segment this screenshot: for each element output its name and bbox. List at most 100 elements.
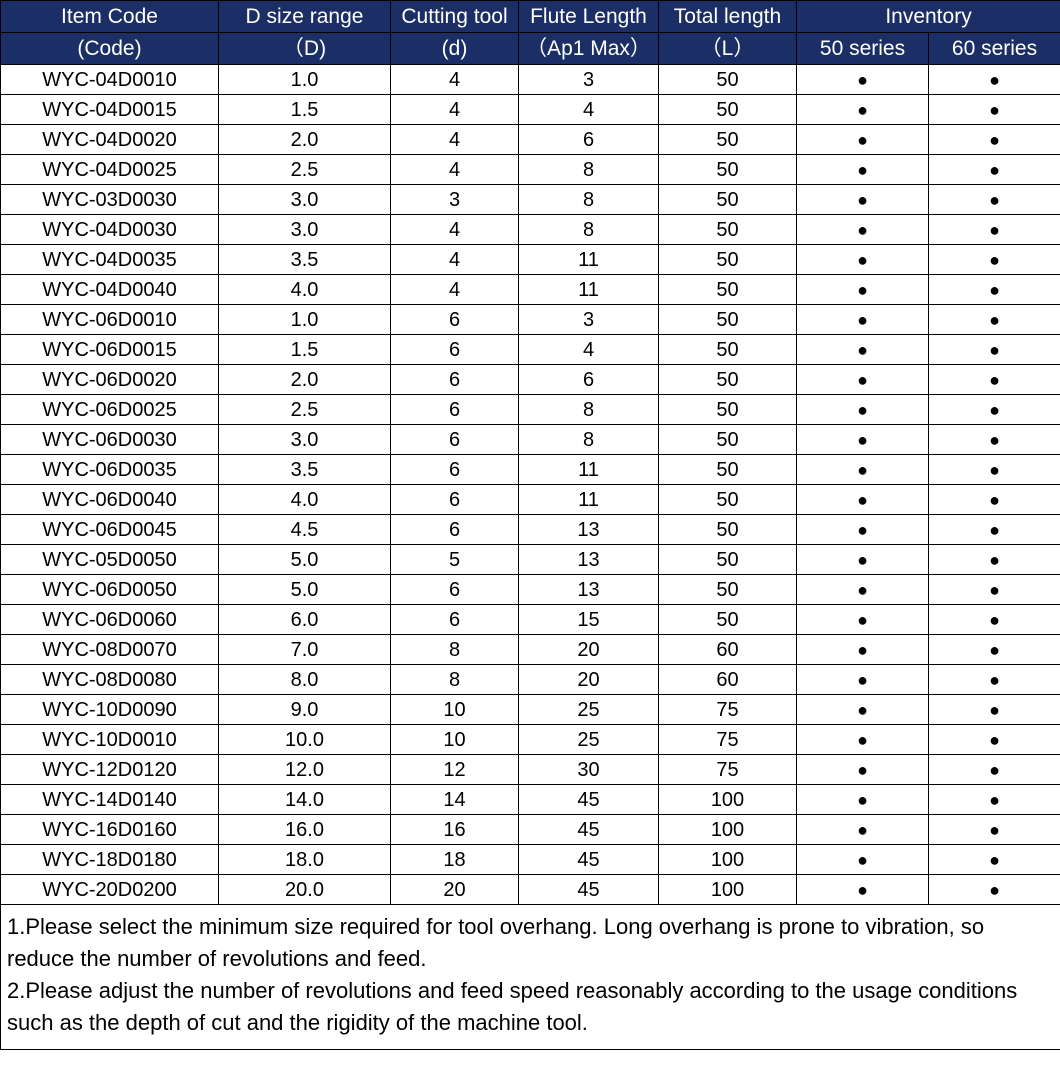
cell-s60: ● xyxy=(929,725,1060,755)
table-row: WYC-04D00202.04650●● xyxy=(1,125,1060,155)
cell-l: 50 xyxy=(659,95,797,125)
cell-d: 1.0 xyxy=(219,305,391,335)
cell-s50: ● xyxy=(797,455,929,485)
cell-d: 2.0 xyxy=(219,125,391,155)
cell-s50: ● xyxy=(797,485,929,515)
note-1: 1.Please select the minimum size require… xyxy=(7,911,1052,975)
col-header-item-code: Item Code xyxy=(1,1,219,33)
cell-code: WYC-06D0015 xyxy=(1,335,219,365)
col-subheader-50series: 50 series xyxy=(797,33,929,65)
cell-d2: 18 xyxy=(391,845,519,875)
cell-d2: 20 xyxy=(391,875,519,905)
table-row: WYC-06D00454.561350●● xyxy=(1,515,1060,545)
cell-s50: ● xyxy=(797,215,929,245)
cell-code: WYC-10D0090 xyxy=(1,695,219,725)
cell-ap1: 11 xyxy=(519,485,659,515)
cell-s60: ● xyxy=(929,845,1060,875)
cell-s50: ● xyxy=(797,575,929,605)
cell-code: WYC-18D0180 xyxy=(1,845,219,875)
cell-l: 100 xyxy=(659,785,797,815)
cell-d2: 6 xyxy=(391,365,519,395)
col-header-inventory: Inventory xyxy=(797,1,1060,33)
cell-ap1: 20 xyxy=(519,665,659,695)
cell-d2: 4 xyxy=(391,275,519,305)
cell-l: 50 xyxy=(659,215,797,245)
table-row: WYC-05D00505.051350●● xyxy=(1,545,1060,575)
cell-d: 20.0 xyxy=(219,875,391,905)
cell-d: 8.0 xyxy=(219,665,391,695)
table-row: WYC-06D00202.06650●● xyxy=(1,365,1060,395)
cell-l: 75 xyxy=(659,755,797,785)
col-subheader-code: (Code) xyxy=(1,33,219,65)
cell-l: 50 xyxy=(659,275,797,305)
cell-s50: ● xyxy=(797,95,929,125)
cell-code: WYC-04D0030 xyxy=(1,215,219,245)
col-subheader-d: （D) xyxy=(219,33,391,65)
cell-code: WYC-12D0120 xyxy=(1,755,219,785)
cell-d2: 5 xyxy=(391,545,519,575)
cell-d: 3.0 xyxy=(219,185,391,215)
cell-s60: ● xyxy=(929,245,1060,275)
table-row: WYC-20D020020.02045100●● xyxy=(1,875,1060,905)
cell-l: 100 xyxy=(659,845,797,875)
cell-l: 50 xyxy=(659,515,797,545)
cell-d: 2.0 xyxy=(219,365,391,395)
cell-d: 9.0 xyxy=(219,695,391,725)
cell-d2: 10 xyxy=(391,725,519,755)
cell-d: 3.5 xyxy=(219,455,391,485)
cell-s60: ● xyxy=(929,125,1060,155)
cell-d: 18.0 xyxy=(219,845,391,875)
cell-d2: 6 xyxy=(391,335,519,365)
cell-d: 14.0 xyxy=(219,785,391,815)
table-row: WYC-18D018018.01845100●● xyxy=(1,845,1060,875)
notes-row: 1.Please select the minimum size require… xyxy=(1,905,1060,1050)
table-row: WYC-08D00707.082060●● xyxy=(1,635,1060,665)
cell-d2: 6 xyxy=(391,485,519,515)
cell-s60: ● xyxy=(929,755,1060,785)
table-row: WYC-16D016016.01645100●● xyxy=(1,815,1060,845)
cell-ap1: 45 xyxy=(519,785,659,815)
cell-l: 50 xyxy=(659,245,797,275)
cell-s60: ● xyxy=(929,785,1060,815)
cell-d2: 16 xyxy=(391,815,519,845)
cell-s60: ● xyxy=(929,665,1060,695)
cell-l: 60 xyxy=(659,665,797,695)
cell-code: WYC-06D0030 xyxy=(1,425,219,455)
cell-ap1: 45 xyxy=(519,845,659,875)
cell-ap1: 30 xyxy=(519,755,659,785)
cell-d: 6.0 xyxy=(219,605,391,635)
cell-code: WYC-04D0025 xyxy=(1,155,219,185)
cell-code: WYC-04D0020 xyxy=(1,125,219,155)
cell-s60: ● xyxy=(929,635,1060,665)
cell-ap1: 4 xyxy=(519,335,659,365)
col-header-cutting-tool: Cutting tool xyxy=(391,1,519,33)
cell-s60: ● xyxy=(929,485,1060,515)
cell-s60: ● xyxy=(929,215,1060,245)
cell-s60: ● xyxy=(929,185,1060,215)
table-row: WYC-14D014014.01445100●● xyxy=(1,785,1060,815)
cell-s50: ● xyxy=(797,365,929,395)
cell-s50: ● xyxy=(797,725,929,755)
cell-d2: 10 xyxy=(391,695,519,725)
table-row: WYC-04D00101.04350●● xyxy=(1,65,1060,95)
cell-s60: ● xyxy=(929,335,1060,365)
cell-ap1: 6 xyxy=(519,125,659,155)
cell-l: 50 xyxy=(659,335,797,365)
cell-d: 3.0 xyxy=(219,215,391,245)
cell-l: 75 xyxy=(659,725,797,755)
table-row: WYC-10D001010.0102575●● xyxy=(1,725,1060,755)
cell-ap1: 25 xyxy=(519,695,659,725)
cell-s50: ● xyxy=(797,245,929,275)
cell-s50: ● xyxy=(797,545,929,575)
cell-l: 50 xyxy=(659,545,797,575)
cell-ap1: 8 xyxy=(519,425,659,455)
header-row-2: (Code) （D) (d) （Ap1 Max） （L） 50 series 6… xyxy=(1,33,1060,65)
cell-s50: ● xyxy=(797,875,929,905)
cell-code: WYC-06D0010 xyxy=(1,305,219,335)
cell-s50: ● xyxy=(797,695,929,725)
cell-l: 100 xyxy=(659,875,797,905)
cell-ap1: 13 xyxy=(519,575,659,605)
cell-s60: ● xyxy=(929,815,1060,845)
cell-d2: 6 xyxy=(391,395,519,425)
cell-ap1: 6 xyxy=(519,365,659,395)
